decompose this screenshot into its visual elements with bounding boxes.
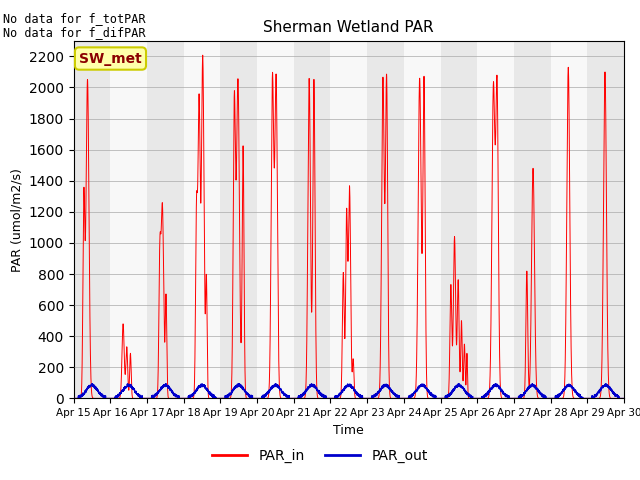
Legend: PAR_in, PAR_out: PAR_in, PAR_out: [207, 443, 433, 468]
Bar: [220, 41, 257, 398]
Text: SW_met: SW_met: [79, 51, 142, 66]
Y-axis label: PAR (umol/m2/s): PAR (umol/m2/s): [10, 168, 23, 272]
Bar: [440, 41, 477, 398]
Bar: [404, 41, 440, 398]
PAR_out: [169, 390, 177, 396]
Bar: [330, 41, 367, 398]
PAR_out: [442, 393, 449, 398]
PAR_in: [169, 396, 177, 401]
PAR_in: [620, 396, 627, 401]
PAR_out: [235, 381, 243, 386]
Line: PAR_in: PAR_in: [74, 55, 624, 398]
Bar: [74, 41, 110, 398]
X-axis label: Time: Time: [333, 424, 364, 437]
PAR_out: [70, 396, 77, 401]
Bar: [514, 41, 550, 398]
Bar: [550, 41, 588, 398]
PAR_in: [328, 396, 336, 401]
Bar: [477, 41, 514, 398]
PAR_in: [442, 396, 449, 401]
PAR_in: [70, 396, 77, 401]
PAR_out: [328, 396, 336, 401]
Bar: [110, 41, 147, 398]
Text: No data for f_totPAR: No data for f_totPAR: [3, 12, 146, 25]
Line: PAR_out: PAR_out: [74, 384, 624, 398]
PAR_in: [199, 52, 207, 58]
PAR_out: [504, 394, 511, 400]
Bar: [184, 41, 220, 398]
PAR_out: [620, 396, 627, 401]
PAR_in: [620, 396, 628, 401]
Bar: [257, 41, 294, 398]
Bar: [367, 41, 404, 398]
Bar: [147, 41, 184, 398]
PAR_in: [504, 396, 511, 401]
PAR_in: [472, 396, 480, 401]
Title: Sherman Wetland PAR: Sherman Wetland PAR: [264, 21, 434, 36]
Bar: [588, 41, 624, 398]
PAR_out: [620, 396, 628, 401]
PAR_out: [472, 396, 480, 401]
Text: No data for f_difPAR: No data for f_difPAR: [3, 26, 146, 39]
Bar: [294, 41, 330, 398]
